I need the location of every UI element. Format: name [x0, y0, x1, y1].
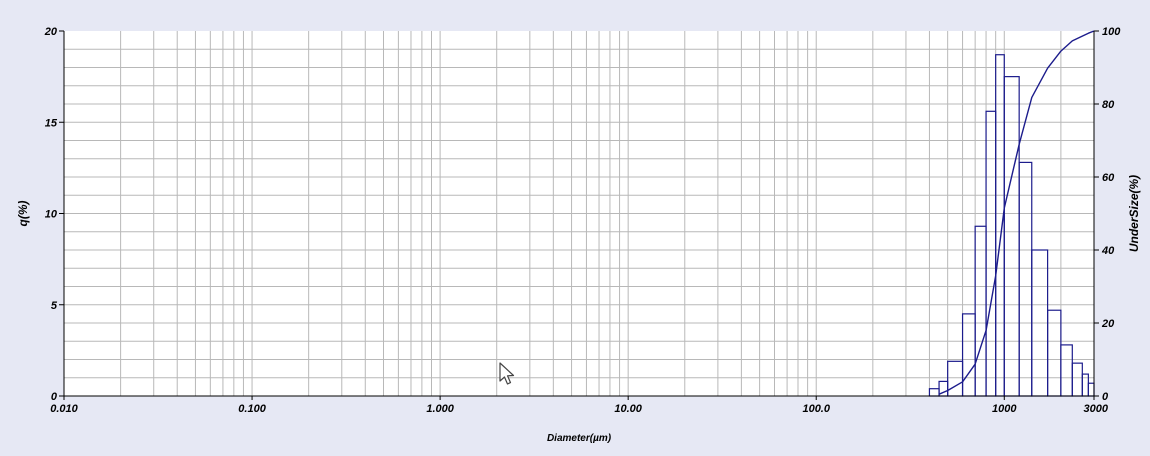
cumulative-undersize-line	[938, 30, 1095, 395]
cumulative-curve	[938, 30, 1095, 395]
y-tick-label: 15	[45, 117, 58, 129]
y-tick-label: 20	[44, 26, 58, 38]
y2-tick-label: 60	[1102, 172, 1115, 184]
x-tick-label: 10.00	[614, 403, 642, 415]
y2-axis-label: UnderSize(%)	[1127, 175, 1141, 252]
y-tick-label: 10	[45, 209, 58, 221]
y2-tick-label: 0	[1102, 391, 1109, 403]
x-tick-label: 100.0	[802, 403, 830, 415]
axes	[59, 30, 1099, 400]
mouse-cursor-icon	[499, 362, 515, 385]
x-tick-label: 1.000	[426, 403, 454, 415]
y2-tick-label: 100	[1102, 26, 1121, 38]
x-tick-label: 0.100	[238, 403, 266, 415]
grid-lines	[64, 31, 1094, 396]
x-axis-label: Diameter(µm)	[547, 433, 612, 444]
y2-tick-label: 80	[1102, 99, 1115, 111]
x-tick-label: 3000	[1084, 403, 1109, 415]
y-tick-label: 5	[51, 300, 58, 312]
y-tick-label: 0	[51, 391, 58, 403]
tick-labels: 0 5 10 15 20 0 20 40 60 80 100 0.010 0.100 1.000 10.00…	[44, 26, 1121, 415]
y-axis-label: q(%)	[16, 201, 30, 227]
x-tick-label: 0.010	[50, 403, 78, 415]
y2-tick-label: 20	[1101, 318, 1115, 330]
y2-tick-label: 40	[1101, 245, 1115, 257]
x-tick-label: 1000	[992, 403, 1017, 415]
